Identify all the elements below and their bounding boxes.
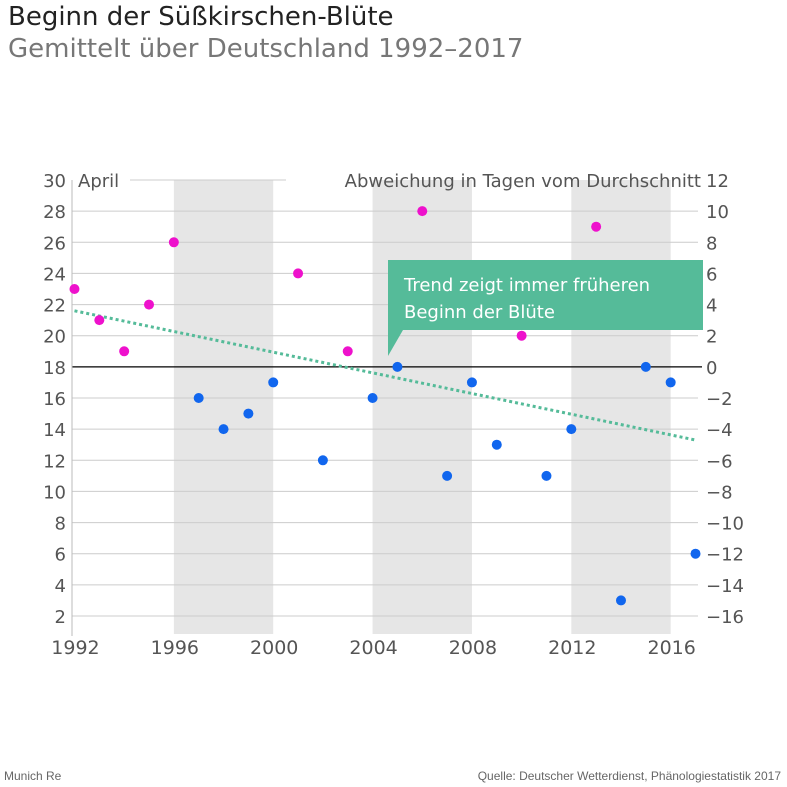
data-point: [690, 548, 701, 559]
left-tick-label: 30: [43, 171, 66, 192]
right-tick-label: −12: [706, 545, 744, 566]
left-tick-label: 24: [43, 264, 66, 285]
left-tick-label: 12: [43, 451, 66, 472]
left-tick-label: 2: [55, 607, 66, 628]
data-point: [218, 424, 229, 435]
right-tick-label: −10: [706, 514, 744, 535]
gridlines: [71, 179, 702, 636]
data-point: [491, 439, 502, 450]
left-tick-label: 4: [55, 576, 66, 597]
right-tick-label: 12: [706, 171, 729, 192]
trend-callout: Trend zeigt immer früheren Beginn der Blü…: [388, 260, 703, 356]
left-tick-label: 26: [43, 233, 66, 254]
right-tick-label: 2: [706, 327, 717, 348]
data-point: [392, 361, 403, 372]
footer-source: Quelle: Deutscher Wetterdienst, Phänolog…: [477, 769, 781, 783]
shaded-band: [173, 180, 274, 634]
data-point: [640, 361, 651, 372]
right-tick-label: −4: [706, 420, 733, 441]
left-tick-label: 16: [43, 389, 66, 410]
left-tick-label: 18: [43, 358, 66, 379]
right-tick-label: 6: [706, 264, 717, 285]
data-point: [417, 206, 428, 217]
callout-line-2: Beginn der Blüte: [404, 302, 555, 323]
data-point: [466, 377, 477, 388]
left-axis-label: April: [78, 171, 119, 192]
footer-credit: Munich Re: [4, 769, 62, 783]
x-tick-label: 2016: [647, 637, 695, 659]
right-tick-label: −16: [706, 607, 744, 628]
data-point: [442, 470, 453, 481]
left-tick-label: 28: [43, 202, 66, 223]
data-point: [615, 595, 626, 606]
right-tick-label: 8: [706, 233, 717, 254]
data-point: [665, 377, 676, 388]
right-tick-label: −6: [706, 451, 733, 472]
data-point: [367, 393, 378, 403]
x-tick-label: 2012: [548, 637, 596, 659]
data-point: [342, 346, 353, 357]
left-tick-label: 14: [43, 420, 66, 441]
data-point: [119, 346, 130, 357]
data-point: [268, 377, 279, 388]
left-tick-label: 6: [55, 545, 66, 566]
data-point: [293, 268, 304, 279]
data-point: [591, 221, 602, 232]
data-point: [69, 284, 80, 294]
right-tick-label: 10: [706, 202, 729, 223]
data-point: [168, 237, 179, 248]
data-point: [144, 299, 155, 310]
chart-subtitle: Gemittelt über Deutschland 1992–2017: [8, 34, 524, 64]
chart-title: Beginn der Süßkirschen-Blüte: [8, 2, 394, 32]
left-tick-label: 10: [43, 482, 66, 503]
data-point: [317, 455, 328, 466]
x-tick-label: 2004: [349, 637, 397, 659]
data-point: [566, 424, 577, 435]
x-tick-label: 2008: [449, 637, 497, 659]
data-point: [193, 393, 204, 403]
data-point: [516, 330, 527, 341]
right-tick-label: 0: [706, 358, 717, 379]
left-tick-label: 20: [43, 327, 66, 348]
trend-line: [74, 309, 696, 442]
callout-box: [388, 260, 703, 356]
right-tick-label: −2: [706, 389, 733, 410]
right-tick-label: −14: [706, 576, 744, 597]
data-point: [94, 315, 105, 326]
x-tick-label: 1992: [51, 637, 99, 659]
callout-line-1: Trend zeigt immer früheren: [403, 275, 650, 296]
shaded-band: [571, 180, 671, 634]
data-point: [243, 408, 254, 419]
left-tick-label: 22: [43, 296, 66, 317]
right-tick-label: 4: [706, 296, 717, 317]
left-tick-label: 8: [55, 514, 66, 535]
shaded-bands: [173, 180, 671, 634]
right-axis-label: Abweichung in Tagen vom Durchschnitt: [345, 171, 701, 192]
data-points: [69, 206, 701, 606]
data-point: [541, 470, 552, 481]
trend-line-group: [74, 309, 696, 442]
right-tick-label: −8: [706, 482, 733, 503]
x-tick-label: 2000: [250, 637, 298, 659]
x-tick-label: 1996: [151, 637, 199, 659]
shaded-band: [372, 180, 472, 634]
